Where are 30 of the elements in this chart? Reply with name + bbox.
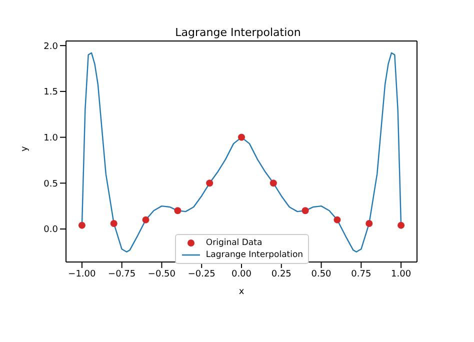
y-tick-label: 1.0 (44, 133, 58, 144)
x-tick-label: −0.25 (188, 269, 216, 280)
y-tick-label: 1.5 (44, 88, 58, 98)
x-tick-label: −1.00 (68, 269, 96, 280)
point (334, 216, 341, 224)
y-tick-label: 0.0 (44, 225, 58, 236)
legend-label: Original Data (206, 238, 262, 248)
point (398, 222, 405, 229)
point (142, 216, 150, 224)
y-tick-label: 2.0 (44, 42, 58, 52)
x-axis-title: x (238, 287, 245, 297)
point (366, 220, 373, 227)
x-tick-label: 0.25 (271, 269, 292, 280)
point (174, 207, 182, 214)
x-tick-label: −0.75 (108, 269, 136, 280)
x-tick-label: 0.00 (231, 269, 252, 280)
point (78, 222, 86, 229)
point (238, 134, 245, 141)
point (270, 180, 277, 187)
legend-label: Lagrange Interpolation (206, 250, 304, 260)
x-tick-label: 0.50 (311, 269, 332, 280)
y-tick-label: 0.5 (44, 179, 58, 190)
point (206, 180, 214, 187)
point (302, 207, 309, 214)
x-tick-label: 0.75 (351, 269, 372, 280)
point (110, 220, 118, 227)
x-tick-label: 1.00 (391, 269, 412, 280)
chart-title: Lagrange Interpolation (174, 26, 302, 39)
y-axis-title: y (20, 146, 30, 152)
x-tick-label: −0.50 (148, 269, 176, 280)
